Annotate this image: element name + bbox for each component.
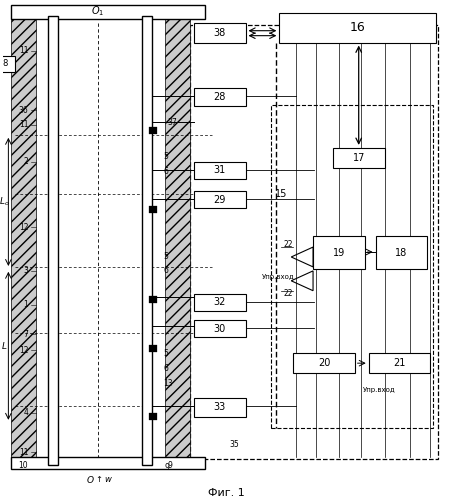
Text: 9: 9 (164, 463, 169, 472)
Bar (293, 353, 355, 373)
Text: 33: 33 (214, 402, 226, 412)
Text: 17: 17 (353, 152, 365, 162)
Bar (333, 148, 385, 168)
Text: 7: 7 (23, 330, 28, 339)
Text: 15: 15 (276, 190, 288, 200)
Text: 11: 11 (19, 448, 28, 457)
Bar (11, 19, 36, 466)
Bar (165, 19, 190, 466)
Text: Фиг. 1: Фиг. 1 (208, 488, 245, 498)
Bar (376, 236, 427, 269)
Bar (279, 13, 436, 43)
Bar (149, 206, 157, 214)
Text: 16: 16 (350, 21, 366, 34)
Text: 10: 10 (18, 461, 28, 470)
Text: Упр.вход: Упр.вход (262, 274, 294, 280)
Text: 12: 12 (19, 222, 28, 232)
Bar (194, 320, 245, 338)
Text: 2: 2 (23, 157, 28, 166)
Text: $O$: $O$ (87, 474, 95, 485)
Text: 6: 6 (163, 167, 168, 176)
Text: 22: 22 (283, 289, 293, 298)
Text: 35: 35 (230, 440, 239, 449)
Bar (194, 294, 245, 310)
Text: $L_o$: $L_o$ (0, 195, 10, 207)
Bar (194, 192, 245, 208)
Text: $O_1$: $O_1$ (91, 4, 104, 18)
Bar (368, 353, 430, 373)
Text: 9: 9 (167, 461, 172, 470)
Text: 21: 21 (393, 358, 405, 368)
Bar (149, 413, 157, 420)
Text: 6: 6 (163, 364, 168, 372)
Bar (143, 16, 152, 466)
Text: 29: 29 (214, 195, 226, 205)
Text: 6: 6 (163, 266, 168, 276)
Text: 18: 18 (395, 248, 408, 258)
Bar (149, 127, 157, 134)
Text: $\uparrow$: $\uparrow$ (94, 474, 103, 484)
Bar (48, 16, 58, 466)
Text: w: w (104, 475, 111, 484)
Text: 32: 32 (214, 297, 226, 307)
Bar (11, 5, 205, 19)
Bar (194, 88, 245, 106)
Bar (272, 105, 433, 428)
Text: 30: 30 (214, 324, 226, 334)
Text: 37: 37 (167, 118, 177, 126)
Text: 12: 12 (19, 346, 28, 355)
Text: 5: 5 (163, 152, 168, 161)
Text: Упр.вход: Упр.вход (363, 387, 395, 393)
Text: 11: 11 (19, 120, 28, 130)
Text: $L$: $L$ (1, 340, 8, 351)
Text: 19: 19 (333, 248, 345, 258)
Text: 5: 5 (163, 348, 168, 358)
Bar (149, 346, 157, 352)
Text: 11: 11 (19, 46, 28, 55)
Bar (194, 23, 245, 42)
Text: 1: 1 (23, 300, 28, 309)
Text: 4: 4 (23, 408, 28, 418)
Text: 3: 3 (23, 266, 28, 276)
Bar (0, 56, 15, 72)
Bar (194, 162, 245, 178)
Text: 5: 5 (163, 252, 168, 262)
Bar (11, 458, 205, 469)
Text: 8: 8 (3, 60, 8, 68)
Bar (149, 296, 157, 302)
Bar (190, 25, 438, 460)
Text: 36: 36 (18, 106, 28, 114)
Text: 31: 31 (214, 165, 226, 175)
Text: 28: 28 (214, 92, 226, 102)
Text: 20: 20 (318, 358, 330, 368)
Text: 13: 13 (163, 378, 173, 388)
Bar (313, 236, 365, 269)
Bar (194, 398, 245, 417)
Text: 22: 22 (283, 240, 293, 248)
Text: 38: 38 (214, 28, 226, 38)
